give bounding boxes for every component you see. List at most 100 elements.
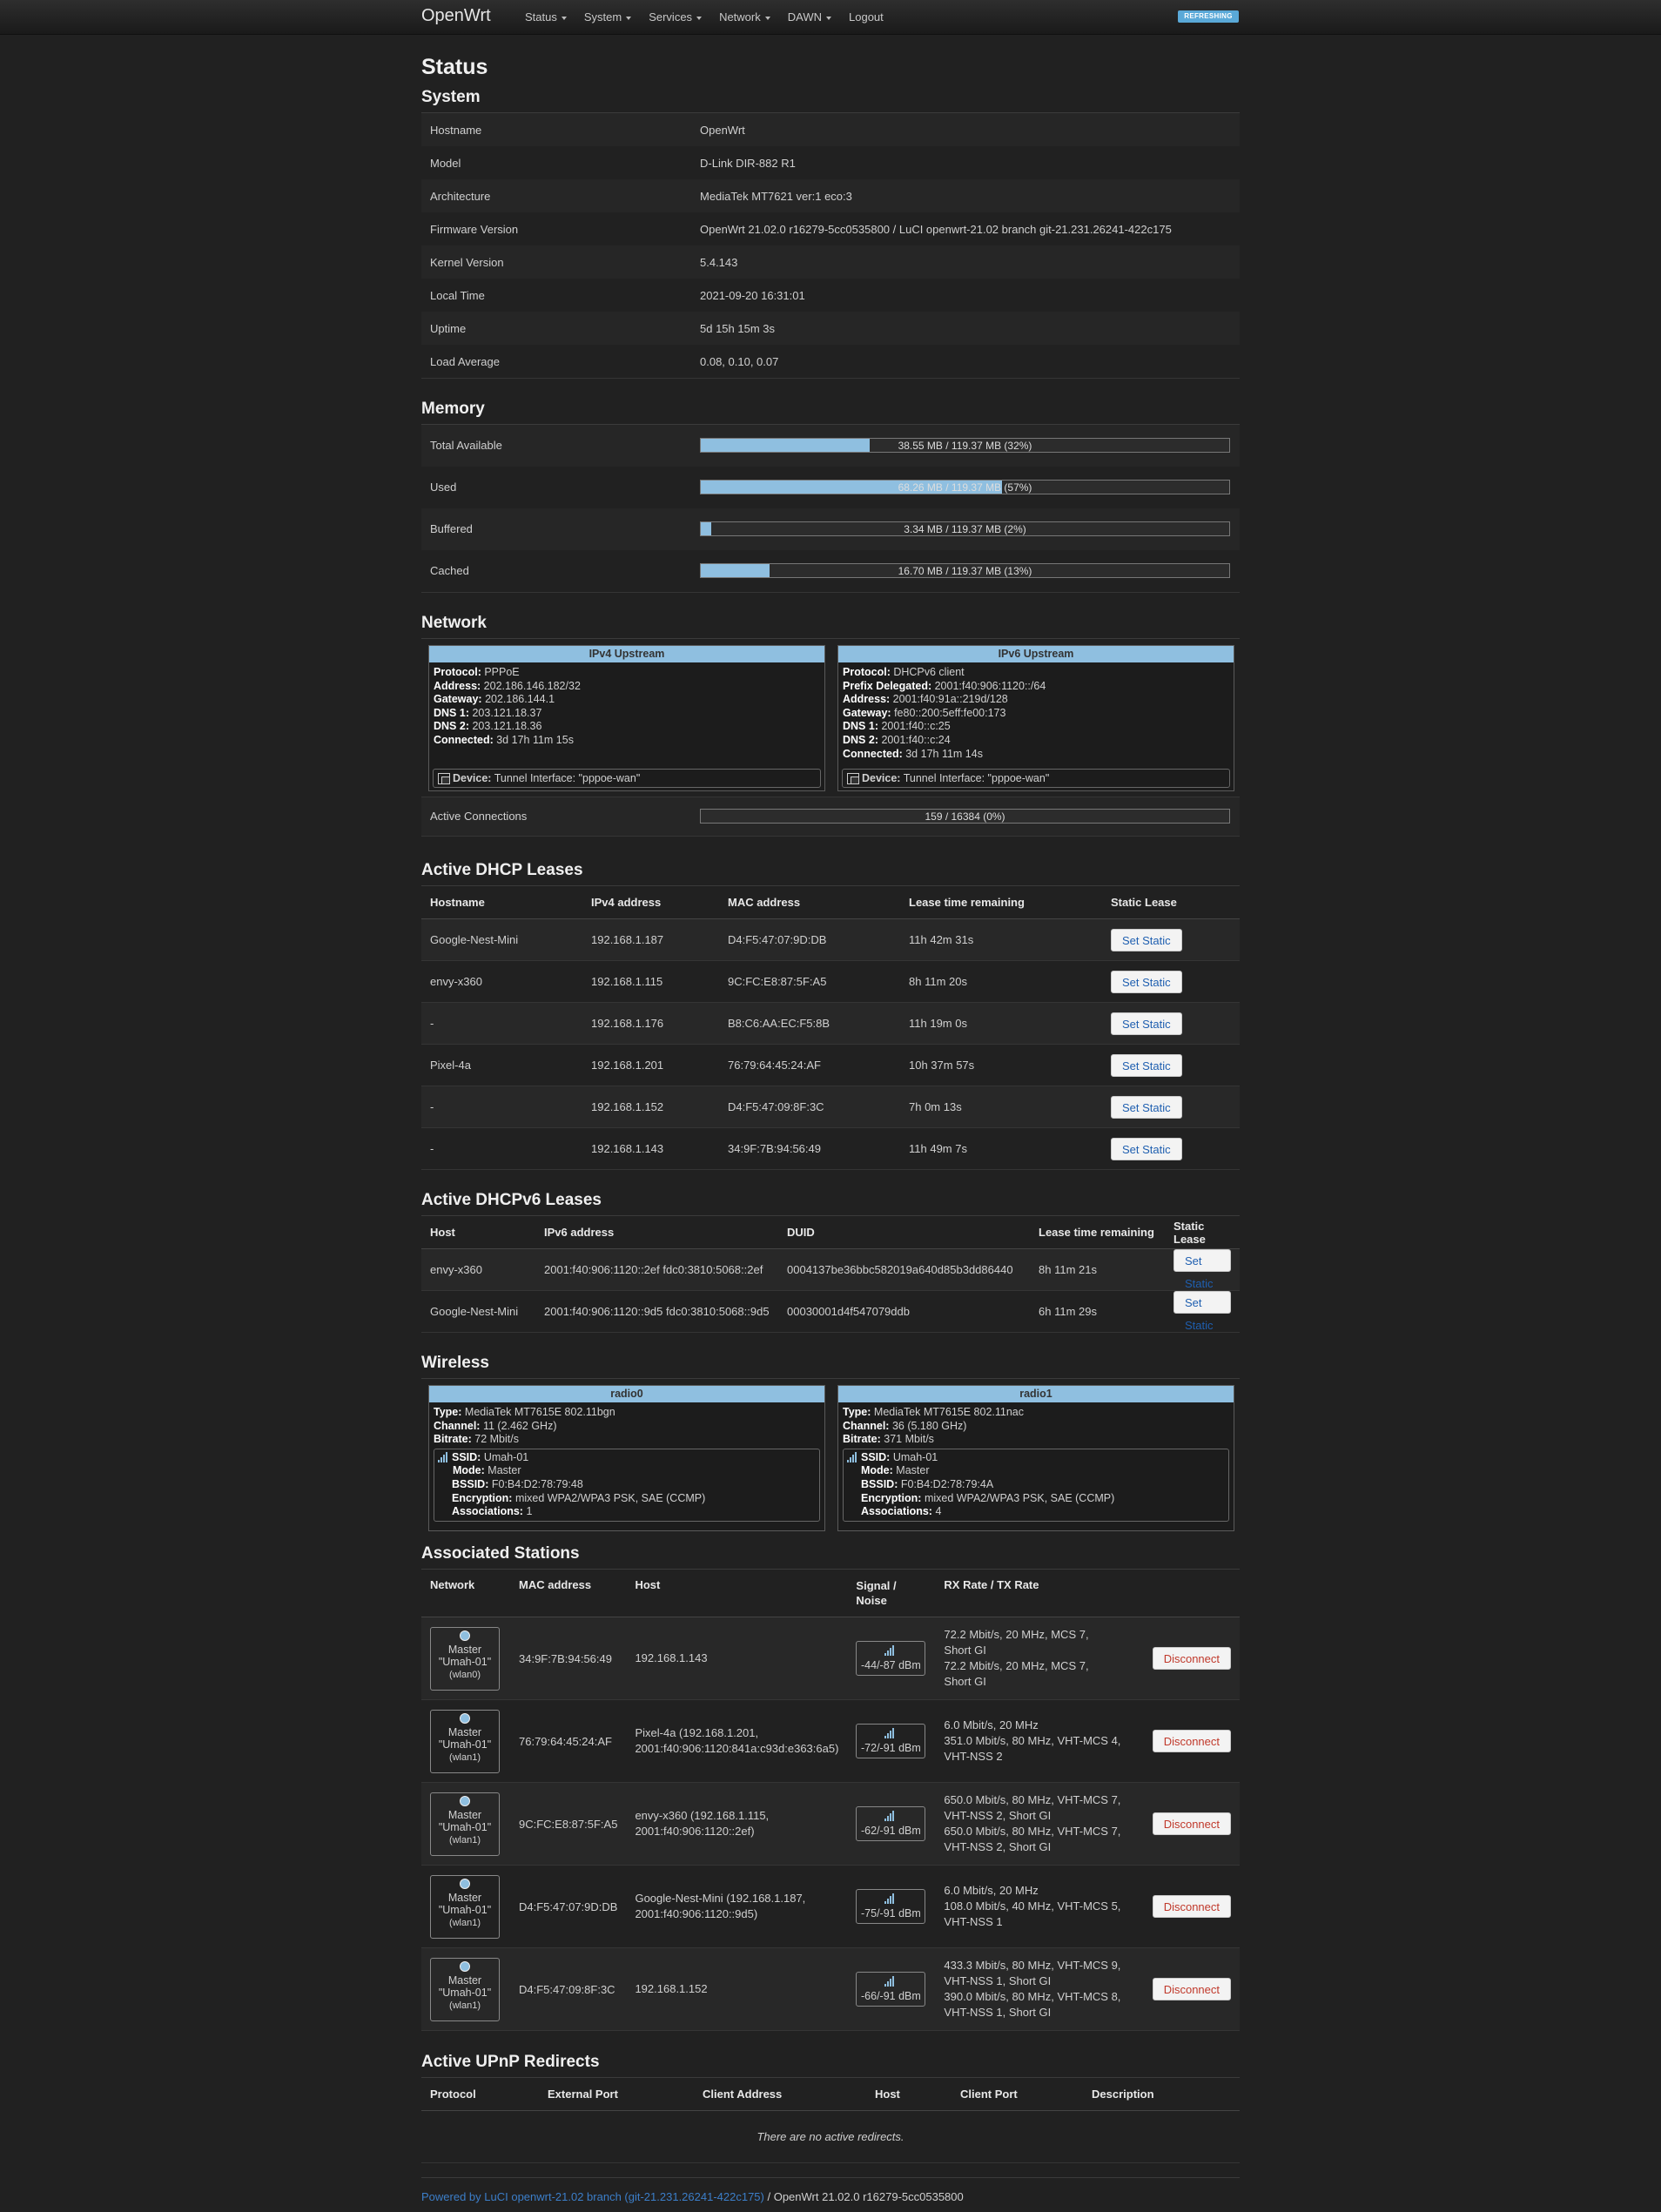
column-header: MAC address: [510, 1569, 627, 1617]
ipv4-details: Protocol: PPPoE Address: 202.186.146.182…: [434, 666, 581, 746]
connections-progress-bar: 159 / 16384 (0%): [700, 809, 1230, 824]
progress-fill: [701, 481, 1002, 494]
ipv6-upstream-box: IPv6 Upstream Protocol: DHCPv6 client Pr…: [837, 645, 1234, 791]
access-point-icon: [460, 1712, 470, 1724]
luci-link[interactable]: Powered by LuCI openwrt-21.02 branch (gi…: [421, 2190, 764, 2203]
station-network-box: Master "Umah-01" (wlan1): [430, 1792, 500, 1856]
memory-heading: Memory: [421, 400, 485, 418]
set-static-button[interactable]: Set Static: [1173, 1291, 1231, 1332]
table-row: Master "Umah-01" (wlan1) D4:F5:47:07:9D:DB G…: [421, 1865, 1240, 1948]
set-static-button[interactable]: Set Static: [1111, 1137, 1182, 1160]
memory-progress-bar: 68.26 MB / 119.37 MB (57%): [700, 480, 1230, 494]
column-header: Description: [1083, 2077, 1240, 2111]
table-row: Google-Nest-Mini 192.168.1.187 D4:F5:47:07…: [421, 918, 1240, 961]
system-row: Architecture MediaTek MT7621 ver:1 eco:3: [421, 179, 1240, 213]
stations-heading: Associated Stations: [421, 1544, 580, 1563]
station-network-box: Master "Umah-01" (wlan0): [430, 1626, 500, 1691]
progress-fill: [701, 522, 712, 535]
access-point-icon: [460, 1878, 470, 1889]
disconnect-button[interactable]: Disconnect: [1152, 1730, 1231, 1752]
station-network-box: Master "Umah-01" (wlan1): [430, 1874, 500, 1939]
chevron-down-icon: [826, 16, 831, 20]
access-point-icon: [460, 1795, 470, 1806]
wireless-heading: Wireless: [421, 1354, 489, 1372]
station-host: 192.168.1.152: [626, 1947, 848, 2031]
menu-status[interactable]: Status: [516, 0, 575, 34]
column-header: Static Lease: [1165, 1215, 1240, 1249]
memory-row: Total Available 38.55 MB / 119.37 MB (32…: [421, 425, 1240, 467]
dhcp-leases-heading: Active DHCP Leases: [421, 861, 583, 879]
divider: [421, 638, 1240, 639]
menu-system[interactable]: System: [575, 0, 640, 34]
disconnect-button[interactable]: Disconnect: [1152, 1895, 1231, 1918]
ipv4-upstream-box: IPv4 Upstream Protocol: PPPoE Address: 2…: [428, 645, 825, 791]
column-header: Lease time remaining: [900, 885, 1102, 919]
ssid-box: SSID: Umah-01 Mode: Master BSSID: F0:B4:…: [843, 1448, 1229, 1522]
system-row: Hostname OpenWrt: [421, 113, 1240, 147]
disconnect-button[interactable]: Disconnect: [1152, 1978, 1231, 2000]
stations-table: Network MAC address Host Signal / Noise …: [421, 1569, 1240, 2031]
set-static-button[interactable]: Set Static: [1173, 1249, 1231, 1290]
column-header: Hostname: [421, 885, 582, 919]
dhcpv6-leases-heading: Active DHCPv6 Leases: [421, 1191, 602, 1209]
set-static-button[interactable]: Set Static: [1111, 1053, 1182, 1077]
set-static-button[interactable]: Set Static: [1111, 1095, 1182, 1119]
signal-icon: [884, 1893, 897, 1904]
dhcp-leases-table: Hostname IPv4 address MAC address Lease …: [421, 885, 1240, 1170]
menu-logout[interactable]: Logout: [849, 10, 884, 24]
table-row: -192.168.1.143 34:9F:7B:94:56:49 11h 49m 7…: [421, 1127, 1240, 1170]
empty-message: There are no active redirects.: [421, 2110, 1240, 2163]
set-static-button[interactable]: Set Static: [1111, 1012, 1182, 1035]
station-network-box: Master "Umah-01" (wlan1): [430, 1709, 500, 1773]
radio1-box: radio1 Type: MediaTek MT7615E 802.11nac …: [837, 1385, 1234, 1531]
column-header: Protocol: [421, 2077, 539, 2111]
refreshing-badge[interactable]: REFRESHING: [1178, 10, 1239, 23]
table-row: Master "Umah-01" (wlan0) 34:9F:7B:94:56:49 1…: [421, 1617, 1240, 1700]
table-row: envy-x360 192.168.1.115 9C:FC:E8:87:5F:A5 8…: [421, 960, 1240, 1003]
system-row: Firmware Version OpenWrt 21.02.0 r16279-5…: [421, 212, 1240, 246]
ipv6-details: Protocol: DHCPv6 client Prefix Delegated…: [843, 666, 1046, 760]
divider: [421, 424, 1240, 425]
top-navbar: OpenWrt Status System Services Network D…: [0, 0, 1661, 35]
signal-noise-box: -72/-91 dBm: [856, 1724, 926, 1758]
network-interface-icon: [438, 773, 450, 784]
set-static-button[interactable]: Set Static: [1111, 928, 1182, 951]
progress-fill: [701, 439, 871, 452]
station-host: Google-Nest-Mini (192.168.1.187, 2001:f4…: [626, 1865, 848, 1948]
table-row: Master "Umah-01" (wlan1) D4:F5:47:09:8F:3C 1…: [421, 1947, 1240, 2031]
menu-services[interactable]: Services: [640, 0, 710, 34]
memory-row: Cached 16.70 MB / 119.37 MB (13%): [421, 550, 1240, 593]
access-point-icon: [460, 1630, 470, 1641]
column-header: IPv4 address: [582, 885, 719, 919]
table-row: Master "Umah-01" (wlan1) 76:79:64:45:24:AF P…: [421, 1699, 1240, 1783]
system-heading: System: [421, 88, 481, 106]
station-host: Pixel-4a (192.168.1.201, 2001:f40:906:11…: [626, 1699, 848, 1783]
ipv4-device-box: Device: Tunnel Interface: "pppoe-wan": [433, 769, 821, 788]
column-header: [1137, 1569, 1240, 1617]
system-row: Model D-Link DIR-882 R1: [421, 146, 1240, 180]
radio0-title: radio0: [429, 1386, 824, 1402]
disconnect-button[interactable]: Disconnect: [1152, 1647, 1231, 1670]
network-interface-icon: [847, 773, 859, 784]
table-row: -192.168.1.152 D4:F5:47:09:8F:3C 7h 0m 13s…: [421, 1086, 1240, 1128]
system-row: Local Time 2021-09-20 16:31:01: [421, 279, 1240, 313]
set-static-button[interactable]: Set Static: [1111, 970, 1182, 993]
radio1-title: radio1: [838, 1386, 1234, 1402]
divider: [421, 2177, 1240, 2178]
table-row: Pixel-4a 192.168.1.201 76:79:64:45:24:AF 10…: [421, 1044, 1240, 1086]
signal-noise-box: -66/-91 dBm: [856, 1972, 926, 2007]
column-header: Host: [421, 1215, 535, 1249]
station-host: 192.168.1.143: [626, 1617, 848, 1700]
menu-dawn[interactable]: DAWN: [779, 0, 840, 34]
signal-icon: [438, 1451, 450, 1462]
column-header: External Port: [539, 2077, 694, 2111]
brand-logo[interactable]: OpenWrt: [421, 6, 491, 25]
signal-icon: [884, 1728, 897, 1738]
upnp-table: Protocol External Port Client Address Ho…: [421, 2077, 1240, 2163]
memory-row: Used 68.26 MB / 119.37 MB (57%): [421, 467, 1240, 509]
station-rates: 72.2 Mbit/s, 20 MHz, MCS 7, Short GI 72.2 …: [935, 1617, 1138, 1700]
disconnect-button[interactable]: Disconnect: [1152, 1812, 1231, 1835]
menu-network[interactable]: Network: [710, 0, 779, 34]
page-title: Status: [421, 55, 488, 79]
station-rates: 6.0 Mbit/s, 20 MHz 351.0 Mbit/s, 80 MHz, …: [935, 1699, 1138, 1783]
